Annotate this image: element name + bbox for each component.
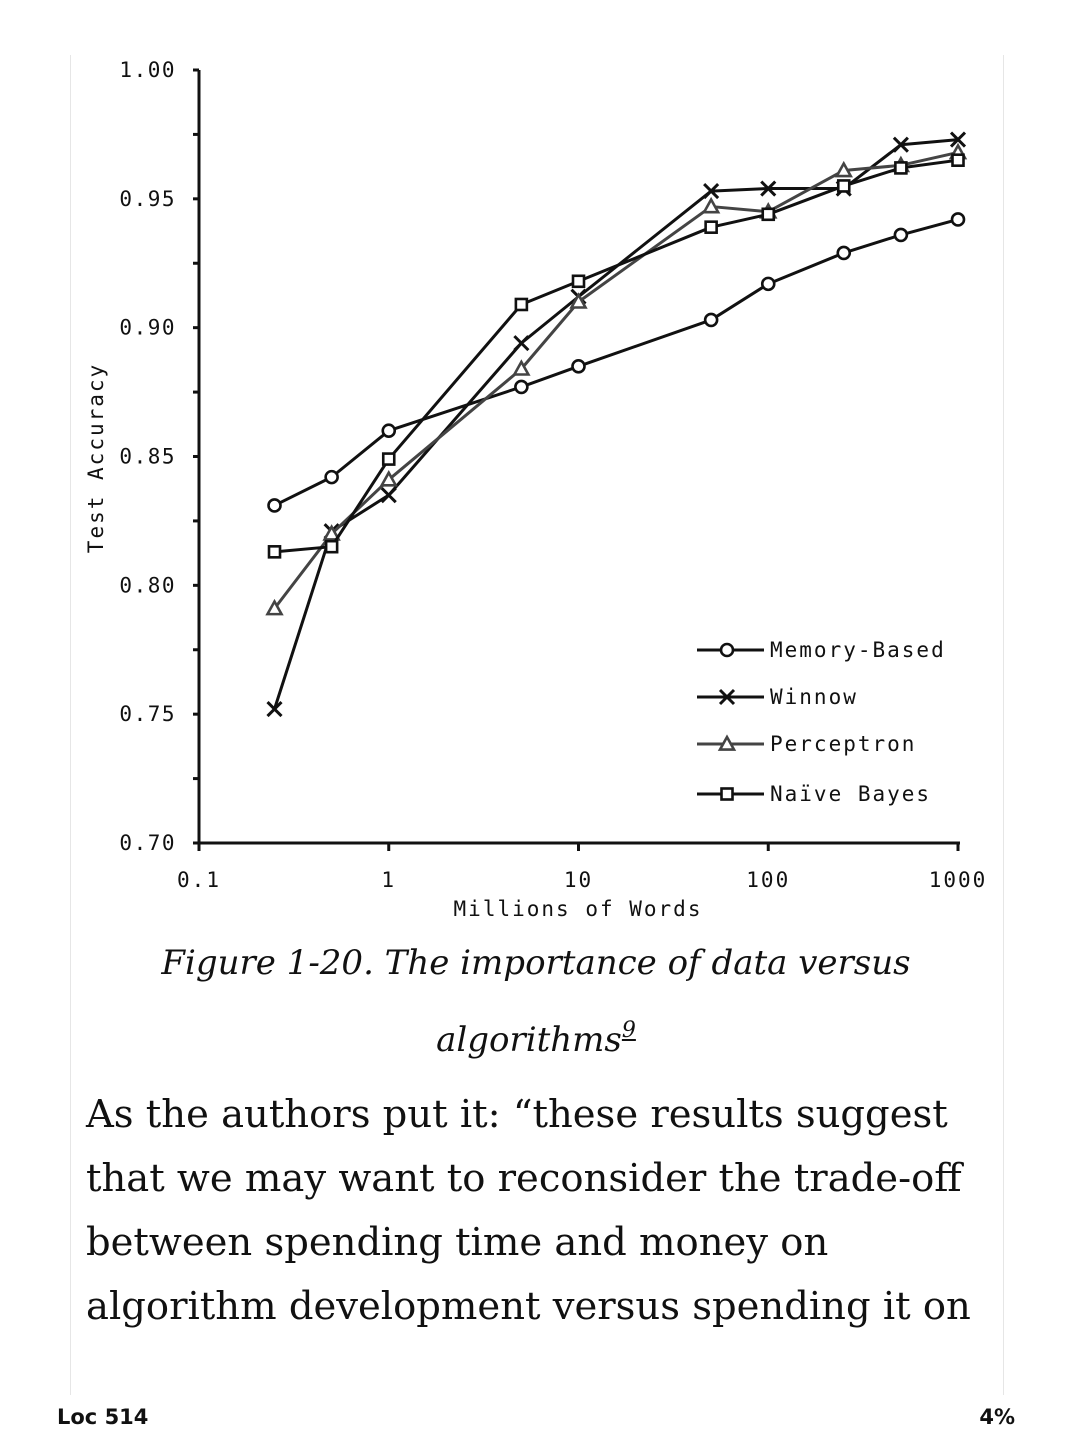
legend-item: Winnow	[697, 685, 858, 709]
x-marker	[266, 700, 283, 718]
x-marker-stroke	[380, 487, 397, 504]
y-tick-label: 0.75	[119, 702, 176, 726]
y-tick-label: 0.70	[119, 831, 176, 855]
circle-marker	[267, 498, 282, 513]
location-indicator: Loc 514	[57, 1405, 149, 1429]
square-marker	[381, 452, 396, 466]
triangle-marker	[322, 524, 341, 541]
legend-label: Winnow	[770, 685, 858, 709]
circle-marker	[719, 642, 735, 658]
series-line	[273, 217, 959, 507]
triangle-marker	[717, 734, 737, 751]
caption-line-2-text: algorithms	[436, 1020, 622, 1060]
series-winnow	[266, 131, 967, 718]
figure-caption: Figure 1-20. The importance of data vers…	[120, 930, 952, 1074]
circle-marker	[324, 469, 339, 485]
x-marker	[380, 487, 397, 504]
triangle-marker	[569, 292, 588, 309]
circle-marker	[950, 212, 966, 227]
legend-item: Naïve Bayes	[697, 782, 931, 806]
circle-marker	[760, 276, 776, 292]
square-marker	[951, 153, 965, 167]
x-marker	[718, 688, 736, 706]
body-line: algorithm development versus spending it…	[86, 1284, 971, 1329]
y-tick-label: 0.90	[119, 316, 176, 340]
triangle-marker	[834, 160, 853, 178]
x-marker-stroke	[703, 183, 720, 200]
square-marker	[894, 161, 908, 175]
circle-marker	[381, 423, 397, 439]
x-marker-stroke	[949, 131, 967, 148]
square-marker	[571, 274, 586, 289]
legend-item: Memory-Based	[697, 638, 946, 662]
y-axis-label: Test Accuracy	[84, 363, 108, 553]
series-line	[274, 158, 959, 554]
y-tick-label: 0.85	[119, 445, 176, 469]
reading-progress: 4%	[979, 1405, 1015, 1429]
x-marker	[892, 136, 909, 153]
square-marker	[514, 297, 529, 312]
x-marker-stroke	[760, 180, 777, 197]
x-tick-label: 1000	[929, 868, 988, 892]
series-memory-based	[267, 212, 966, 513]
series-perceptron	[265, 142, 968, 616]
body-line: that we may want to reconsider the trade…	[86, 1156, 962, 1201]
square-marker	[720, 787, 734, 801]
x-marker-stroke	[513, 335, 530, 352]
circle-marker	[836, 245, 852, 261]
x-marker	[949, 131, 967, 148]
square-marker	[704, 220, 718, 234]
legend-label: Naïve Bayes	[770, 782, 931, 806]
footnote-link[interactable]: 9	[621, 1018, 636, 1043]
accuracy-chart: 0.70 0.75 0.80 0.85 0.90 0.95 1.00 0.1 1 10 100 10…	[84, 58, 988, 921]
y-tick-label: 0.80	[119, 573, 176, 597]
square-marker	[836, 179, 851, 193]
circle-marker	[514, 379, 529, 395]
y-tick-label: 0.95	[119, 187, 176, 211]
legend-item: Perceptron	[697, 732, 916, 756]
series-line	[273, 150, 959, 610]
triangle-marker	[701, 196, 721, 214]
x-axis-label: Millions of Words	[454, 897, 703, 921]
series-line	[273, 138, 959, 710]
series-layer	[265, 131, 968, 718]
x-axis-ticks: 0.1 1 10 100 1000	[177, 843, 988, 892]
body-line: As the authors put it: “these results su…	[86, 1092, 948, 1137]
body-line: between spending time and money on	[86, 1220, 829, 1265]
triangle-marker	[379, 470, 398, 487]
x-tick-label: 10	[564, 868, 593, 892]
x-marker-stroke	[718, 688, 736, 706]
series-na-ve-bayes	[267, 153, 965, 559]
x-marker	[513, 335, 530, 352]
legend-label: Memory-Based	[770, 638, 946, 662]
x-marker-stroke	[266, 700, 283, 718]
chart-legend: Memory-Based Winnow Perceptron Naïve Bayes	[697, 638, 946, 806]
square-marker	[761, 207, 776, 222]
circle-marker	[571, 359, 586, 374]
caption-line-1: Figure 1-20. The importance of data vers…	[161, 943, 911, 983]
x-tick-label: 1	[381, 868, 396, 892]
body-paragraph: As the authors put it: “these results su…	[86, 1083, 991, 1339]
circle-marker	[893, 227, 909, 243]
x-tick-label: 0.1	[177, 868, 221, 892]
square-marker	[267, 545, 282, 559]
legend-label: Perceptron	[770, 732, 916, 756]
caption-line-2: algorithms9	[120, 997, 952, 1074]
x-marker	[703, 183, 720, 200]
x-marker-stroke	[892, 136, 909, 153]
y-axis-ticks: 0.70 0.75 0.80 0.85 0.90 0.95 1.00	[119, 58, 199, 855]
x-tick-label: 100	[746, 868, 790, 892]
triangle-marker	[512, 359, 531, 376]
triangle-marker	[265, 598, 284, 616]
page-frame	[70, 55, 1004, 1395]
square-marker	[324, 539, 339, 554]
y-tick-label: 1.00	[119, 58, 176, 82]
circle-marker	[703, 312, 719, 328]
x-marker	[760, 180, 777, 197]
